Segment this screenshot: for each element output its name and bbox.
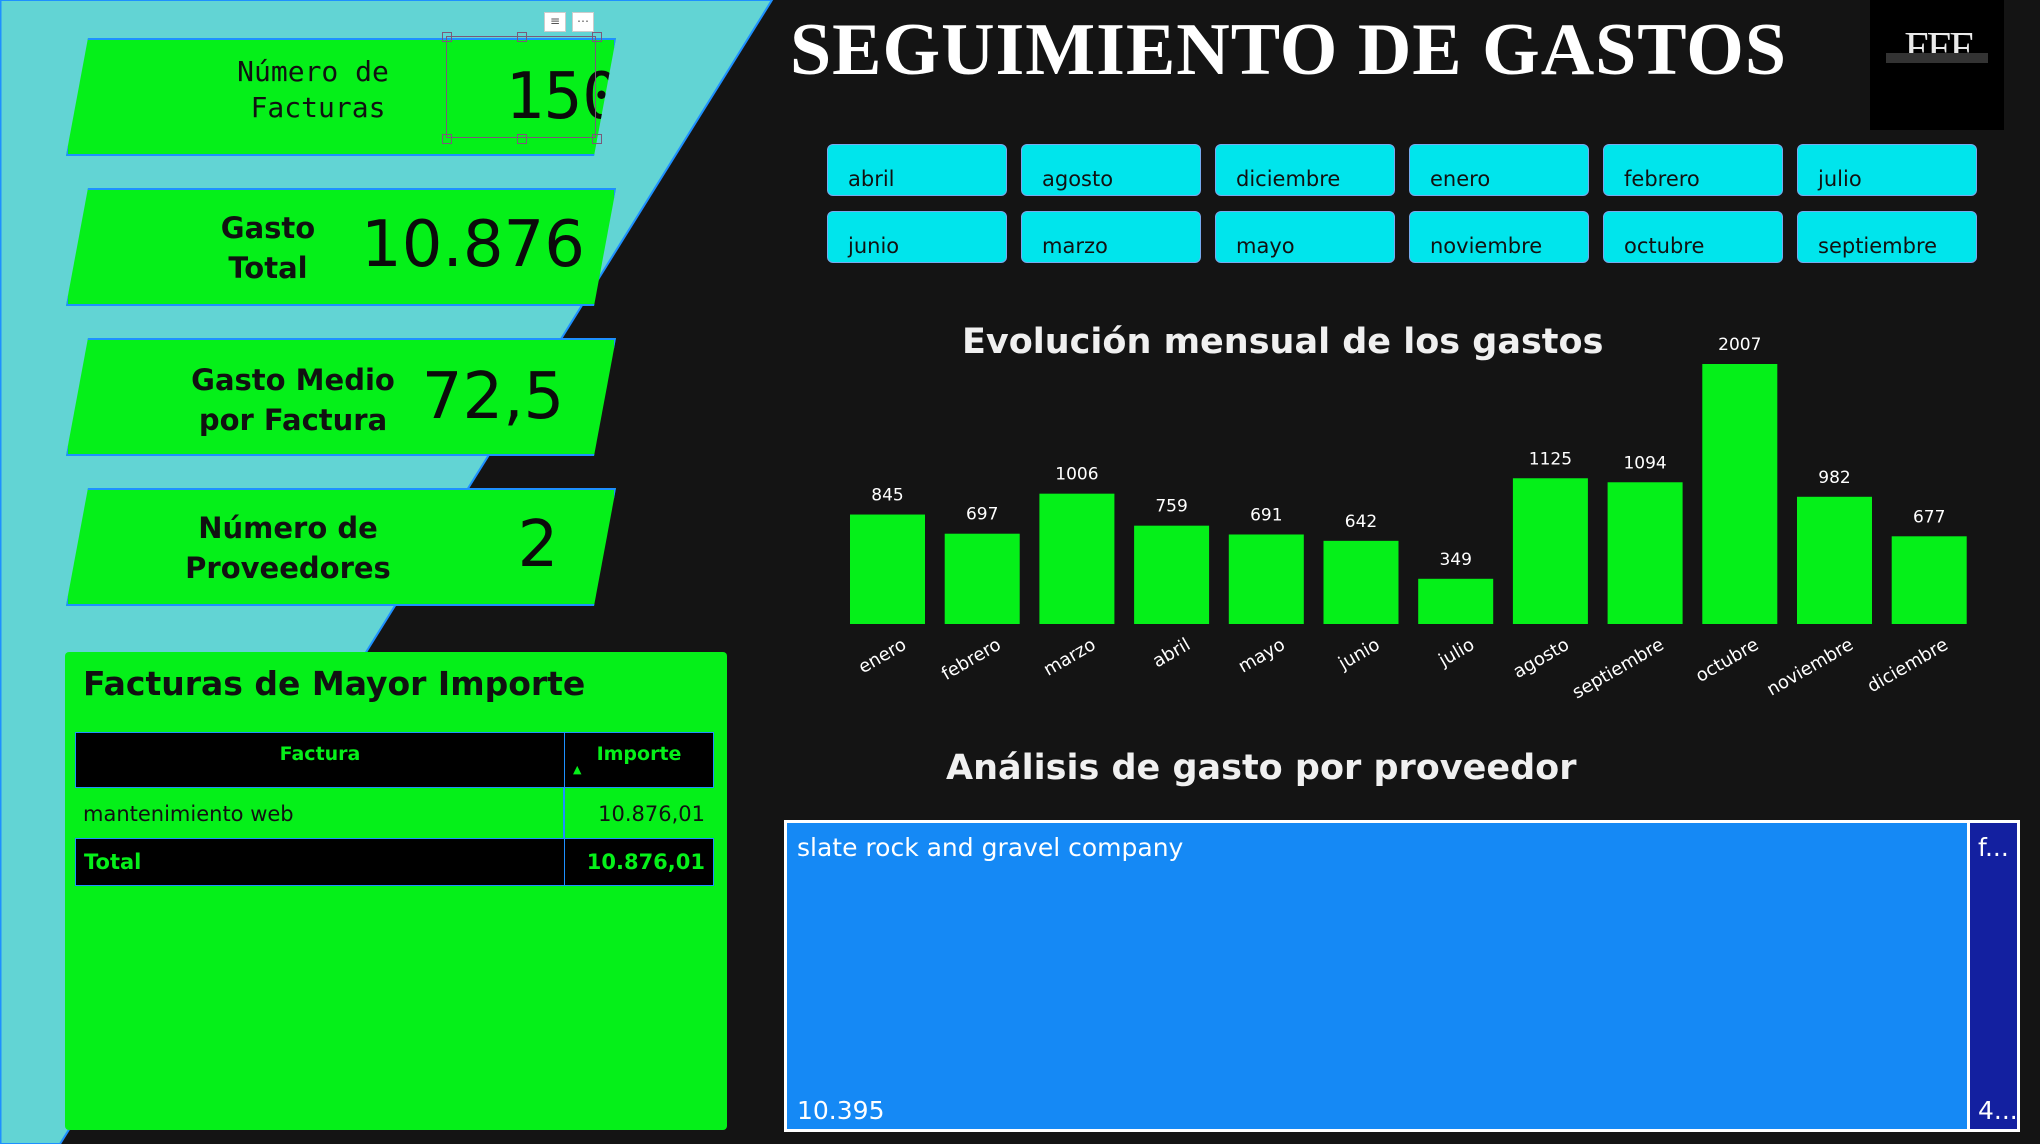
kpi-value-invoice-count: 150: [505, 60, 621, 134]
month-button-agosto[interactable]: agosto: [1021, 144, 1201, 196]
filter-icon[interactable]: ≡: [544, 12, 566, 32]
sort-ascending-icon[interactable]: ▲: [573, 763, 582, 776]
top-invoices-table: Facturas de Mayor Importe Factura Import…: [65, 652, 727, 1130]
kpi-value-supplier-count: 2: [517, 508, 559, 582]
data-label: 1125: [1529, 449, 1572, 469]
month-button-abril[interactable]: abril: [827, 144, 1007, 196]
more-options-icon[interactable]: ⋯: [572, 12, 594, 32]
bar-enero[interactable]: [850, 514, 925, 624]
bar-octubre[interactable]: [1702, 364, 1778, 624]
logo-text: FFF: [1904, 23, 1973, 72]
x-tick-label: mayo: [1235, 634, 1289, 677]
x-tick-label: abril: [1149, 634, 1194, 672]
data-label: 1006: [1055, 465, 1098, 485]
x-tick-label: octubre: [1692, 634, 1762, 687]
selection-handle[interactable]: [592, 134, 602, 144]
table-cell-factura: mantenimiento web: [83, 802, 294, 826]
bar-junio[interactable]: [1323, 540, 1399, 624]
month-button-marzo[interactable]: marzo: [1021, 211, 1201, 263]
bar-marzo[interactable]: [1039, 493, 1115, 624]
page-title: SEGUIMIENTO DE GASTOS: [790, 9, 1788, 91]
treemap-tile-value: 4...: [1978, 1096, 2018, 1125]
month-button-diciembre[interactable]: diciembre: [1215, 144, 1395, 196]
kpi-label-total-spend: Gasto Total: [220, 211, 316, 285]
selection-box[interactable]: [446, 36, 596, 138]
month-button-enero[interactable]: enero: [1409, 144, 1589, 196]
x-tick-label: junio: [1334, 634, 1383, 675]
kpi-card-supplier-count[interactable]: Número de Proveedores 2: [66, 488, 616, 606]
month-button-junio[interactable]: junio: [827, 211, 1007, 263]
x-tick-label: diciembre: [1864, 634, 1952, 697]
column-header-factura[interactable]: Factura: [75, 732, 565, 788]
bar-febrero[interactable]: [944, 533, 1020, 624]
data-label: 697: [966, 505, 998, 525]
month-button-noviembre[interactable]: noviembre: [1409, 211, 1589, 263]
selection-handle[interactable]: [517, 32, 527, 42]
total-label: Total: [75, 838, 565, 886]
supplier-treemap: slate rock and gravel company 10.395 f..…: [784, 820, 2020, 1132]
month-button-julio[interactable]: julio: [1797, 144, 1977, 196]
bar-abril[interactable]: [1134, 525, 1210, 624]
table-title: Facturas de Mayor Importe: [83, 664, 586, 703]
data-label: 2007: [1718, 335, 1761, 355]
treemap-tile-label: slate rock and gravel company: [797, 833, 1184, 862]
month-button-septiembre[interactable]: septiembre: [1797, 211, 1977, 263]
kpi-card-average-spend[interactable]: Gasto Medio por Factura 72,5: [66, 338, 616, 456]
x-tick-label: febrero: [938, 634, 1005, 685]
table-row[interactable]: mantenimiento web: [83, 802, 563, 826]
x-tick-label: marzo: [1040, 634, 1099, 680]
selection-handle[interactable]: [592, 32, 602, 42]
kpi-card-invoice-count[interactable]: Número de Facturas 150: [66, 38, 616, 156]
column-divider: [563, 788, 565, 838]
bar-mayo[interactable]: [1228, 534, 1304, 624]
bar-diciembre[interactable]: [1891, 536, 1967, 624]
month-button-mayo[interactable]: mayo: [1215, 211, 1395, 263]
kpi-value-average-spend: 72,5: [421, 360, 565, 434]
total-value: 10.876,01: [564, 838, 714, 886]
bar-noviembre[interactable]: [1797, 496, 1872, 624]
treemap-title: Análisis de gasto por proveedor: [946, 748, 1577, 788]
kpi-label-supplier-count: Número de Proveedores: [185, 511, 391, 585]
bar-agosto[interactable]: [1512, 478, 1588, 624]
table-cell-importe: 10.876,01: [598, 802, 705, 826]
kpi-label-average-spend: Gasto Medio por Factura: [191, 363, 395, 437]
x-tick-label: septiembre: [1569, 634, 1668, 703]
selection-handle[interactable]: [442, 32, 452, 42]
treemap-tile-secondary[interactable]: f... 4...: [1970, 823, 2018, 1129]
bar-julio[interactable]: [1418, 578, 1494, 624]
monthly-spend-chart: 845 enero 697 febrero 1006 marzo 759 abril 691 ma…: [850, 335, 1967, 703]
treemap-tile-value: 10.395: [797, 1096, 885, 1125]
company-logo: FFF: [1870, 0, 2004, 130]
data-label: 845: [871, 486, 903, 506]
data-label: 982: [1818, 468, 1850, 488]
column-header-importe[interactable]: Importe ▲: [564, 732, 714, 788]
chart-title: Evolución mensual de los gastos: [962, 322, 1604, 362]
logo-bar: [1886, 53, 1988, 63]
x-tick-label: agosto: [1510, 634, 1573, 683]
x-tick-label: julio: [1434, 634, 1478, 671]
treemap-tile-label: f...: [1978, 833, 2009, 862]
data-label: 349: [1439, 550, 1471, 570]
month-button-febrero[interactable]: febrero: [1603, 144, 1783, 196]
month-button-octubre[interactable]: octubre: [1603, 211, 1783, 263]
data-label: 642: [1345, 512, 1377, 532]
data-label: 677: [1913, 507, 1945, 527]
data-label: 691: [1250, 505, 1282, 525]
treemap-tile-main[interactable]: slate rock and gravel company 10.395: [787, 823, 1970, 1129]
data-label: 1094: [1623, 453, 1666, 473]
x-tick-label: noviembre: [1763, 634, 1857, 700]
kpi-label-invoice-count: Número de Facturas: [237, 55, 389, 124]
bar-septiembre[interactable]: [1607, 482, 1683, 624]
selection-handle[interactable]: [442, 134, 452, 144]
kpi-value-total-spend: 10.876: [361, 208, 585, 282]
column-header-importe-label: Importe: [596, 743, 682, 765]
selection-handle[interactable]: [517, 134, 527, 144]
data-label: 759: [1155, 497, 1187, 517]
kpi-card-total-spend[interactable]: Gasto Total 10.876: [66, 188, 616, 306]
x-tick-label: enero: [855, 634, 910, 678]
